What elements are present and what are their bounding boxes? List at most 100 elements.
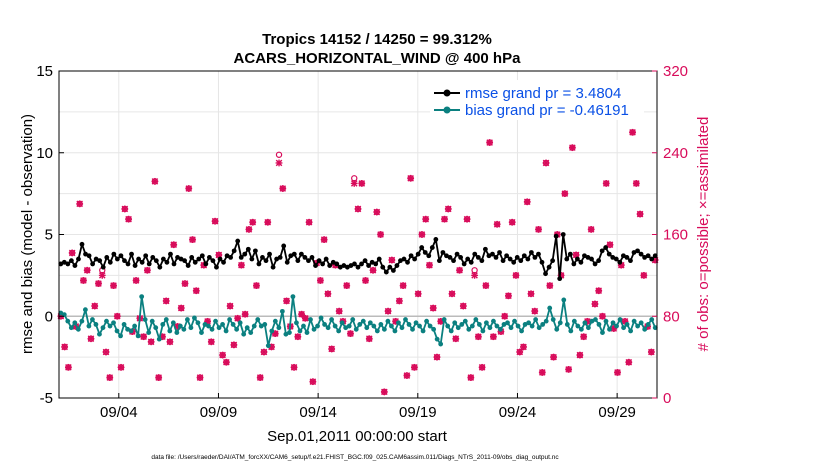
- obs-assimilated-marker: [279, 185, 287, 192]
- rmse-data-point: [306, 258, 311, 264]
- bias-data-point: [571, 318, 577, 324]
- obs-assimilated-marker: [388, 256, 396, 264]
- rmse-data-point: [281, 243, 287, 249]
- bias-data-point: [318, 315, 324, 321]
- rmse-data-point: [638, 251, 644, 257]
- legend-box: [430, 80, 644, 120]
- rmse-data-point: [589, 256, 594, 262]
- rmse-data-point: [603, 245, 609, 250]
- obs-assimilated-marker: [189, 236, 196, 244]
- right-tick-label: 80: [663, 308, 680, 325]
- obs-assimilated-marker: [489, 333, 497, 341]
- rmse-data-point: [468, 259, 474, 265]
- bias-data-point: [279, 308, 285, 314]
- obs-assimilated-marker: [565, 365, 573, 373]
- left-y-axis: 15 10 5 0 -5: [36, 63, 64, 407]
- right-y-axis-label: # of obs: o=possible; ×=assimilated: [695, 117, 712, 352]
- bias-data-point: [170, 320, 176, 326]
- rmse-data-point: [199, 253, 205, 259]
- obs-assimilated-marker: [68, 249, 76, 257]
- rmse-data-point: [256, 261, 262, 267]
- bias-data-point: [410, 326, 415, 332]
- bias-data-point: [139, 294, 145, 300]
- rmse-data-point: [475, 254, 481, 260]
- rmse-data-point: [394, 263, 400, 268]
- obs-assimilated-marker: [275, 159, 283, 167]
- rmse-data-point: [454, 251, 460, 257]
- bias-data-point: [561, 297, 567, 303]
- obs-assimilated-marker: [531, 307, 539, 315]
- rmse-data-point: [458, 254, 464, 260]
- rmse-data-point: [245, 246, 251, 252]
- rmse-data-point: [235, 238, 241, 244]
- rmse-data-point: [532, 254, 538, 260]
- obs-assimilated-marker: [640, 271, 648, 279]
- bias-data-point: [480, 328, 486, 334]
- rmse-data-point: [405, 259, 410, 265]
- rmse-data-point: [65, 261, 71, 267]
- bias-data-point: [75, 326, 81, 332]
- obs-assimilated-marker: [98, 271, 106, 279]
- bias-data-point: [374, 328, 380, 334]
- bias-data-point: [241, 331, 247, 337]
- obs-assimilated-marker: [185, 185, 193, 192]
- obs-assimilated-marker: [606, 241, 614, 249]
- bias-data-point: [438, 341, 444, 347]
- bias-data-point: [427, 323, 433, 329]
- rmse-data-point: [408, 253, 414, 259]
- bias-data-point: [617, 317, 623, 322]
- obs-assimilated-marker: [140, 333, 148, 341]
- bias-data-point: [550, 317, 556, 322]
- rmse-data-point: [465, 256, 471, 262]
- bias-data-point: [308, 317, 313, 322]
- obs-assimilated-marker: [256, 374, 264, 381]
- rmse-data-point: [242, 251, 248, 257]
- obs-assimilated-marker: [166, 338, 174, 346]
- obs-assimilated-marker: [486, 139, 494, 146]
- bias-data-point: [600, 330, 605, 335]
- obs-assimilated-marker: [418, 231, 426, 238]
- obs-assimilated-marker: [226, 302, 234, 310]
- obs-assimilated-marker: [211, 217, 219, 225]
- grid-lines: [59, 70, 657, 399]
- right-tick-label: 320: [663, 63, 688, 80]
- obs-assimilated-marker: [294, 333, 302, 341]
- obs-assimilated-marker: [343, 282, 351, 289]
- obs-assimilated-marker: [629, 128, 636, 136]
- bias-data-point: [329, 317, 335, 322]
- obs-assimilated-marker: [354, 205, 362, 213]
- rmse-data-point: [635, 248, 640, 254]
- bias-data-point: [543, 318, 549, 324]
- obs-assimilated-marker: [471, 271, 478, 279]
- rmse-data-point: [482, 246, 488, 252]
- rmse-data-point: [146, 261, 152, 267]
- bias-data-point: [491, 318, 496, 324]
- rmse-data-point: [479, 258, 485, 264]
- obs-assimilated-marker: [253, 282, 260, 289]
- rmse-data-point: [574, 256, 580, 262]
- obs-assimilated-marker: [95, 280, 102, 287]
- obs-assimilated-marker: [350, 180, 358, 187]
- obs-assimilated-marker: [65, 363, 72, 371]
- bias-data-point: [160, 322, 166, 327]
- rmse-data-point: [320, 261, 326, 267]
- bias-data-point: [346, 323, 352, 329]
- bias-data-point: [72, 320, 78, 326]
- obs-assimilated-marker: [238, 261, 245, 269]
- rmse-data-point: [426, 253, 432, 259]
- obs-assimilated-marker: [482, 282, 490, 289]
- bias-data-point: [367, 320, 373, 326]
- obs-assimilated-marker: [309, 378, 317, 386]
- legend-bias-marker: [443, 106, 451, 114]
- rmse-data-point: [104, 254, 110, 260]
- rmse-data-point: [461, 261, 467, 267]
- bias-data-point: [420, 328, 426, 334]
- obs-assimilated-marker: [192, 287, 200, 295]
- bias-data-point: [578, 326, 584, 332]
- rmse-data-point: [139, 259, 145, 265]
- obs-assimilated-marker: [113, 312, 121, 320]
- obs-assimilated-marker: [576, 351, 584, 359]
- rmse-data-point: [252, 248, 258, 254]
- obs-assimilated-marker: [143, 266, 151, 274]
- bias-data-point: [65, 318, 71, 324]
